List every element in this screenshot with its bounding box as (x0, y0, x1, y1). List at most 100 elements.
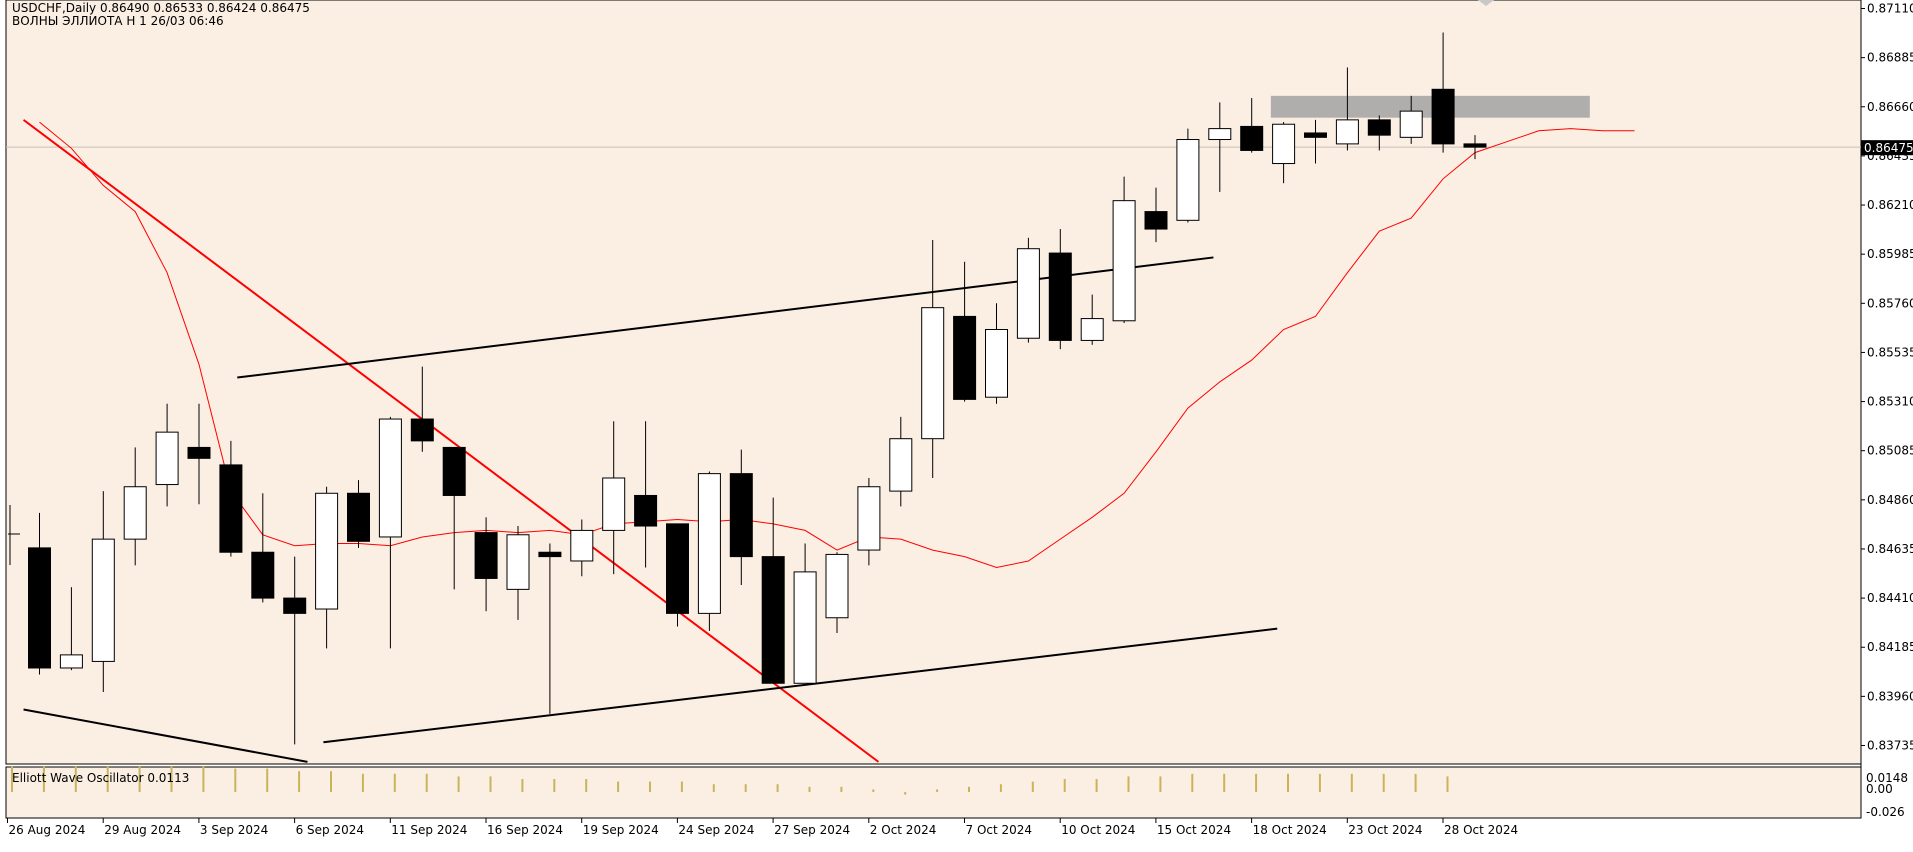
candle[interactable] (347, 480, 370, 548)
candle[interactable] (1176, 128, 1200, 223)
price-tick-label: 0.85310 (1867, 395, 1913, 409)
candle[interactable] (123, 447, 147, 566)
date-tick-label: 26 Aug 2024 (9, 823, 86, 837)
candle[interactable] (602, 421, 626, 575)
candle[interactable] (283, 556, 307, 745)
candle[interactable] (857, 477, 881, 566)
candle[interactable] (1240, 98, 1264, 153)
date-tick-label: 11 Sep 2024 (391, 823, 467, 837)
candle-body (1304, 132, 1327, 138)
price-tick-label: 0.85760 (1867, 296, 1913, 310)
candle-body (123, 486, 147, 540)
price-tick-label: 0.84860 (1867, 493, 1913, 507)
date-tick-label: 28 Oct 2024 (1444, 823, 1518, 837)
shift-marker-icon[interactable] (1478, 0, 1494, 6)
candle-body (793, 571, 817, 684)
channel-lower[interactable] (323, 627, 1278, 744)
candle[interactable] (793, 543, 817, 684)
candle[interactable] (1016, 237, 1040, 343)
oscillator-pane[interactable] (5, 766, 1862, 819)
candle[interactable] (1272, 122, 1296, 184)
candle-body (1367, 119, 1391, 136)
candle[interactable] (666, 523, 689, 627)
price-tick-label: 0.83735 (1867, 739, 1913, 753)
candle[interactable] (378, 416, 402, 649)
candle[interactable] (28, 512, 51, 675)
current-price-label: 0.86475 (1864, 141, 1913, 155)
candle-body (1463, 143, 1487, 148)
candle-body (985, 329, 1008, 398)
price-tick-label: 0.85985 (1867, 247, 1913, 261)
osc-tick-top: 0.0148 (1866, 771, 1908, 785)
candle[interactable] (697, 471, 721, 631)
candle[interactable] (1208, 102, 1232, 192)
candle-body (1112, 200, 1136, 322)
resistance-zone[interactable] (1270, 95, 1590, 118)
date-tick-label: 27 Sep 2024 (774, 823, 850, 837)
candle[interactable] (953, 261, 977, 402)
candle[interactable] (1399, 95, 1423, 144)
candle[interactable] (761, 497, 785, 684)
candle[interactable] (506, 526, 530, 620)
candle[interactable] (187, 403, 211, 505)
candle[interactable] (1144, 187, 1168, 243)
candle-body (1048, 252, 1072, 341)
candle-body (666, 523, 689, 614)
candle-body (570, 529, 594, 562)
candle[interactable] (825, 552, 849, 634)
candle[interactable] (1048, 229, 1072, 350)
current-price-badge (1861, 140, 1913, 156)
candle[interactable] (1112, 176, 1136, 323)
date-tick-label: 3 Sep 2024 (200, 823, 268, 837)
price-tick-label: 0.87110 (1867, 2, 1913, 16)
price-tick-label: 0.85535 (1867, 345, 1913, 359)
candle[interactable] (729, 449, 753, 585)
candle-body (761, 556, 785, 684)
candle[interactable] (59, 587, 83, 671)
candle-body (602, 477, 626, 531)
candle[interactable] (219, 440, 243, 557)
date-tick-label: 2 Oct 2024 (870, 823, 937, 837)
candle[interactable] (570, 519, 594, 577)
date-tick-label: 18 Oct 2024 (1253, 823, 1327, 837)
oscillator-label: Elliott Wave Oscillator 0.0113 (12, 771, 189, 785)
candle-body (155, 431, 179, 486)
candle-body (1240, 125, 1264, 151)
candle-body (634, 494, 658, 527)
candle-body (1399, 110, 1423, 138)
price-tick-label: 0.84185 (1867, 640, 1913, 654)
candle[interactable] (1463, 135, 1487, 160)
candle[interactable] (921, 239, 945, 478)
candle-body (506, 534, 530, 590)
candle[interactable] (251, 493, 275, 603)
candle[interactable] (474, 517, 498, 612)
candle[interactable] (1335, 67, 1359, 151)
candle-body (91, 538, 115, 662)
candle[interactable] (634, 421, 658, 568)
candle[interactable] (538, 543, 562, 714)
candle[interactable] (1367, 115, 1391, 151)
candle[interactable] (442, 446, 466, 590)
candle-body (474, 532, 498, 579)
date-tick-label: 15 Oct 2024 (1157, 823, 1231, 837)
candle[interactable] (1304, 119, 1327, 164)
candle-body (825, 553, 849, 619)
symbol-header: USDCHF,Daily 0.86490 0.86533 0.86424 0.8… (12, 1, 310, 15)
candle-body (1431, 88, 1455, 145)
candle[interactable] (985, 303, 1008, 404)
candle[interactable] (315, 486, 339, 649)
candle[interactable] (889, 416, 913, 507)
candle[interactable] (91, 491, 115, 692)
candle[interactable] (155, 403, 179, 507)
candle[interactable] (1080, 294, 1104, 345)
candle[interactable] (1431, 32, 1455, 153)
candle-body (1176, 139, 1200, 221)
lower-black-line[interactable] (23, 708, 308, 763)
date-tick-label: 6 Sep 2024 (296, 823, 364, 837)
candle-body (28, 547, 51, 669)
candle-body (187, 446, 211, 459)
candle[interactable] (410, 366, 434, 452)
red-trendline[interactable] (22, 119, 880, 763)
candle-body (283, 597, 307, 614)
